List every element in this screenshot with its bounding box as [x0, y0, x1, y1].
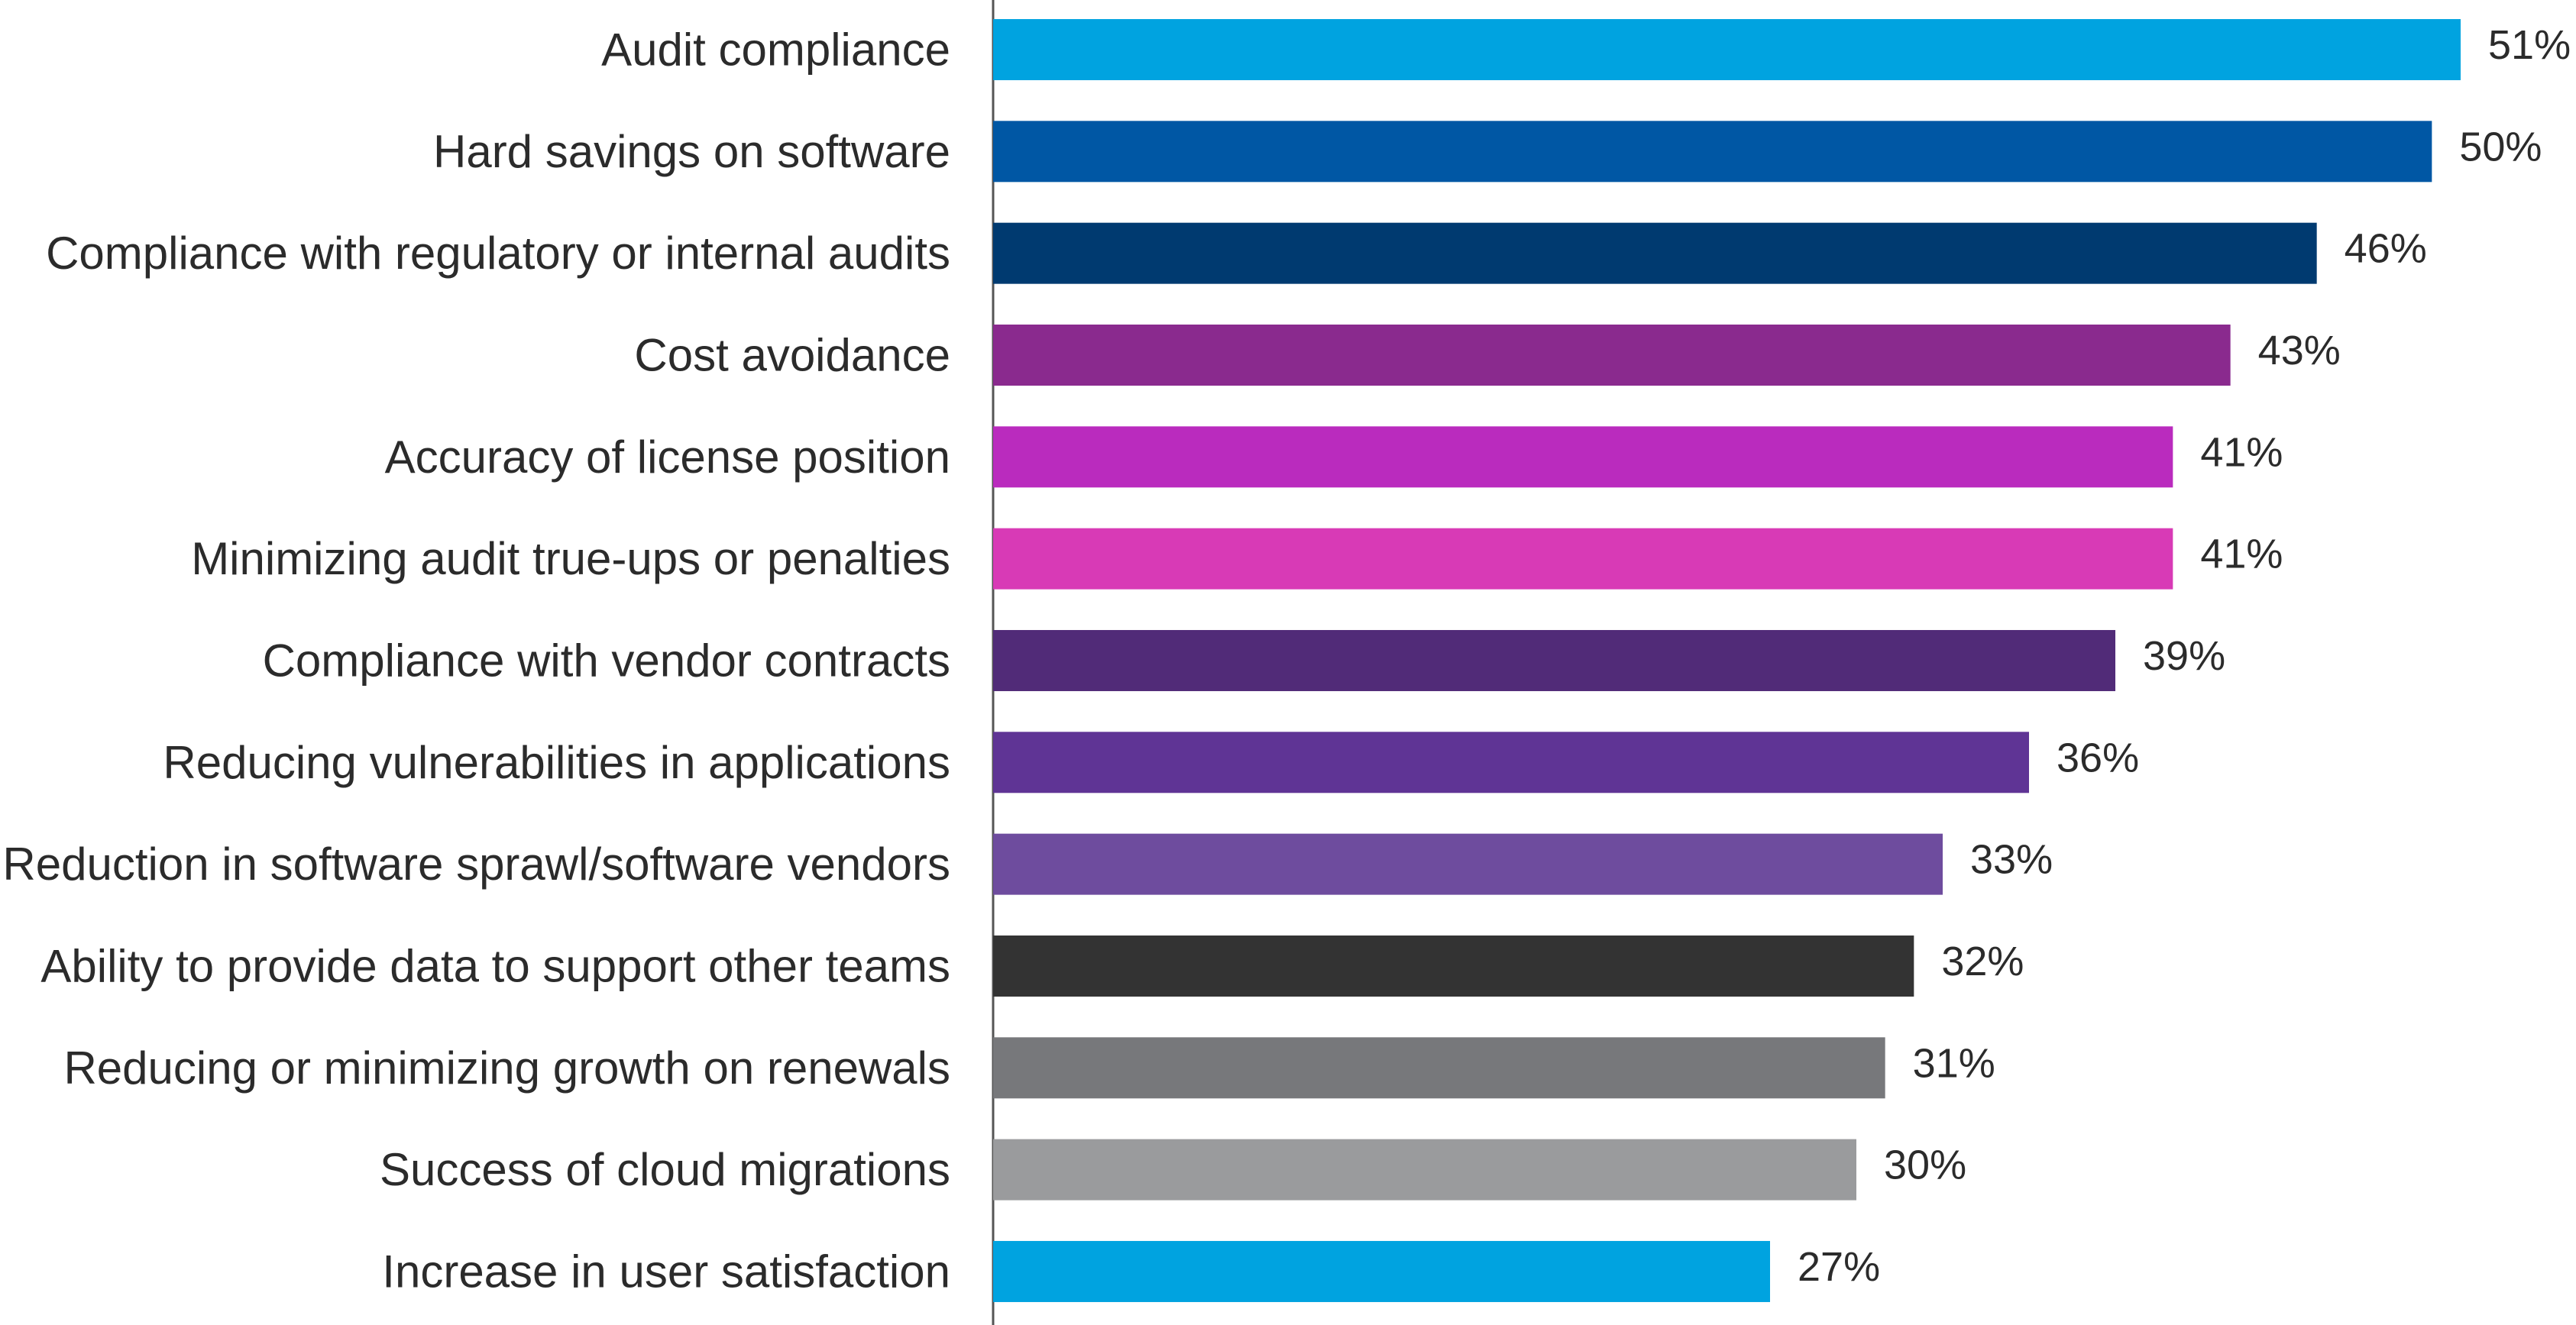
value-label: 41%	[2200, 532, 2283, 577]
bar	[993, 528, 2173, 590]
value-label: 32%	[1941, 939, 2024, 984]
category-label: Increase in user satisfaction	[382, 1246, 950, 1297]
value-label: 36%	[2057, 735, 2139, 780]
bar	[993, 629, 2115, 691]
value-label: 39%	[2143, 633, 2225, 679]
category-label: Audit compliance	[601, 24, 950, 76]
bar	[993, 426, 2173, 488]
value-label: 30%	[1884, 1142, 1966, 1188]
bar	[993, 935, 1914, 997]
bar	[993, 1240, 1770, 1302]
category-label: Reducing or minimizing growth on renewal…	[63, 1042, 950, 1094]
category-labels: Audit compliance Hard savings on software…	[2, 24, 950, 1298]
bar	[993, 19, 2461, 80]
value-label: 33%	[1970, 837, 2053, 883]
value-label: 46%	[2345, 226, 2427, 272]
category-label: Minimizing audit true-ups or penalties	[191, 533, 950, 584]
value-label: 31%	[1913, 1040, 1995, 1086]
value-label: 43%	[2258, 328, 2341, 373]
value-label: 51%	[2488, 22, 2571, 68]
category-label: Compliance with regulatory or internal a…	[46, 228, 950, 279]
value-label: 27%	[1798, 1244, 1880, 1290]
bar	[993, 1139, 1856, 1201]
category-label: Ability to provide data to support other…	[40, 940, 950, 991]
bar	[993, 833, 1943, 895]
category-label: Hard savings on software	[433, 126, 950, 177]
value-labels: 51% 50% 46% 43% 41% 41% 39% 36% 33% 32% 31% 30% 27%	[1798, 22, 2571, 1290]
category-label: Compliance with vendor contracts	[263, 635, 950, 686]
category-label: Reduction in software sprawl/software ve…	[2, 839, 950, 890]
bar	[993, 732, 2029, 793]
category-label: Reducing vulnerabilities in applications	[163, 737, 950, 788]
bars-group	[993, 19, 2461, 1302]
category-label: Cost avoidance	[634, 329, 950, 380]
bar	[993, 222, 2317, 284]
value-label: 41%	[2200, 429, 2283, 475]
category-label: Accuracy of license position	[385, 431, 950, 483]
bar	[993, 1037, 1885, 1099]
value-label: 50%	[2459, 124, 2542, 170]
bar	[993, 324, 2231, 386]
bar	[993, 121, 2432, 183]
category-label: Success of cloud migrations	[380, 1144, 950, 1195]
